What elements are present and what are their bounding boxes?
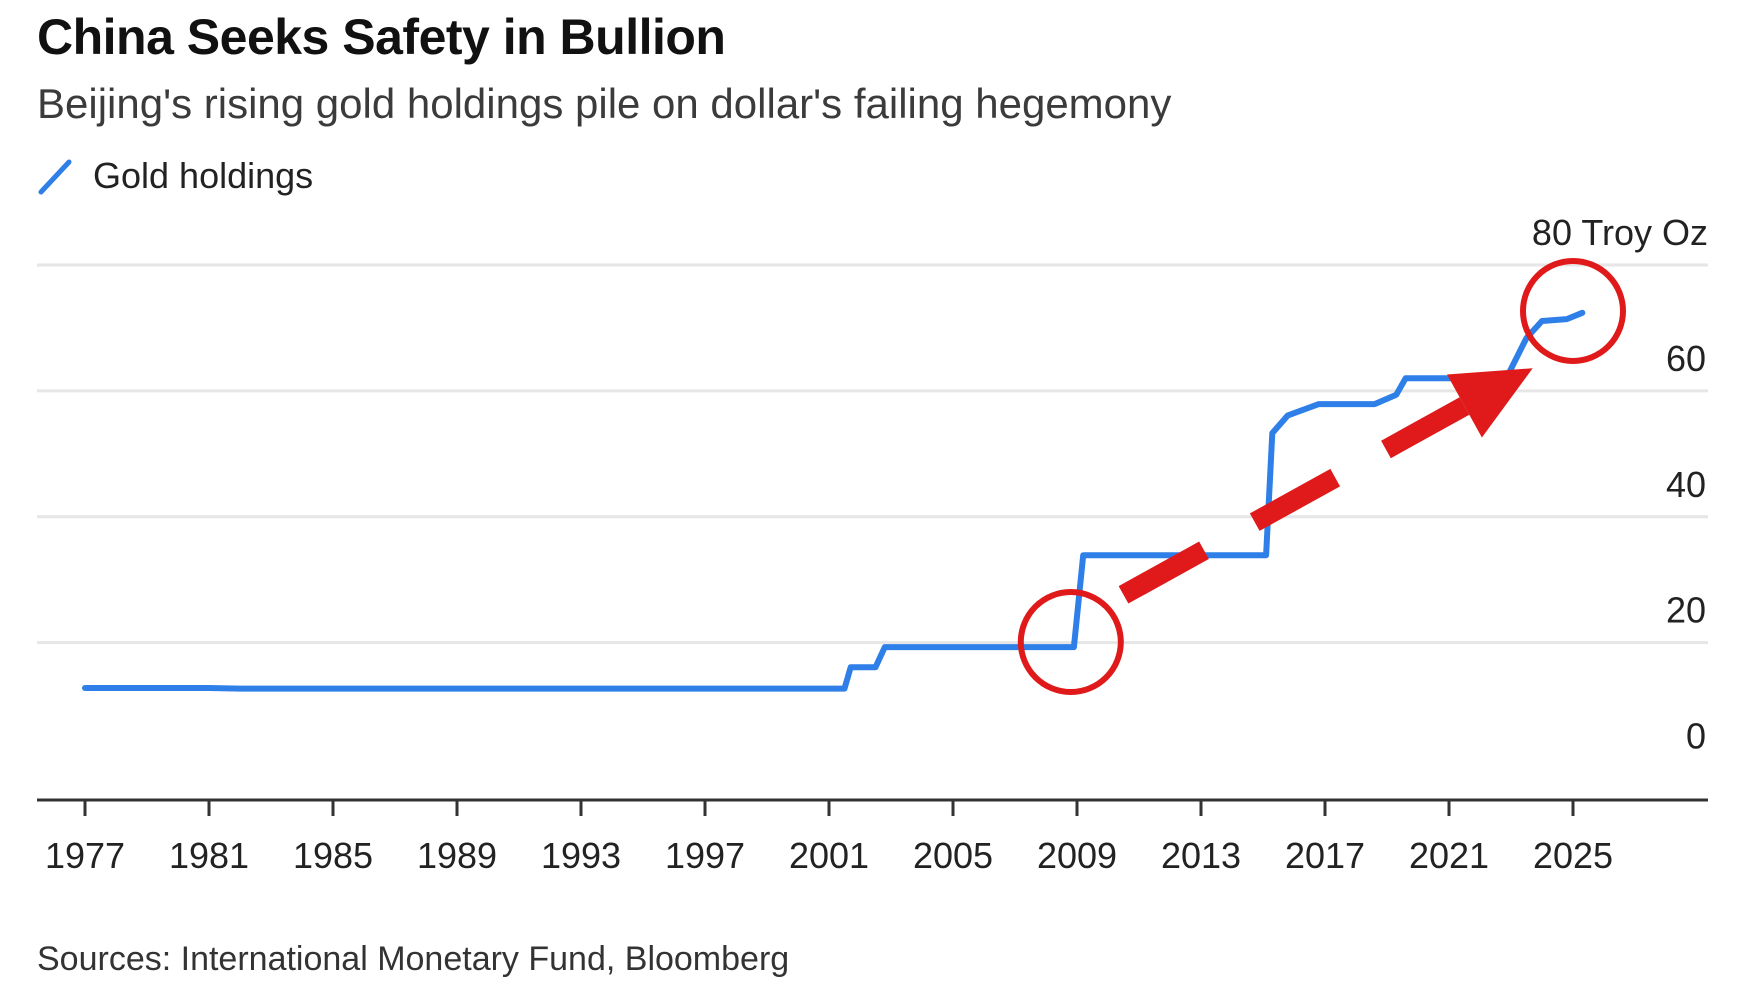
y-tick-label-80: 80 Troy Oz (1532, 212, 1708, 253)
x-tick-label-1989: 1989 (417, 835, 497, 876)
chart-legend: Gold holdings (37, 155, 313, 197)
series-line-gold-holdings (82, 309, 1586, 692)
x-tick-label-2025: 2025 (1533, 835, 1613, 876)
x-tick-label-2001: 2001 (789, 835, 869, 876)
x-tick-label-2017: 2017 (1285, 835, 1365, 876)
y-tick-value-80: 80 (1532, 212, 1581, 253)
annotation-arrow-shaft (1118, 397, 1470, 604)
x-tick-label-1985: 1985 (293, 835, 373, 876)
y-tick-label-0: 0 (1686, 716, 1706, 757)
annotation-layer (1017, 257, 1626, 696)
annotation-circle-2 (1520, 257, 1626, 364)
legend-line-icon (38, 159, 72, 195)
series-layer (82, 309, 1586, 692)
chart-title: China Seeks Safety in Bullion (37, 9, 726, 65)
legend-label: Gold holdings (93, 155, 314, 196)
annotation-arrow-head (1447, 368, 1533, 438)
x-tick-label-1981: 1981 (169, 835, 249, 876)
grid-lines (37, 263, 1708, 645)
annotation-circle-1 (1017, 589, 1124, 696)
x-tick-label-1997: 1997 (665, 835, 745, 876)
x-tick-label-2009: 2009 (1037, 835, 1117, 876)
y-tick-label-20: 20 (1666, 590, 1706, 631)
x-tick-label-2005: 2005 (913, 835, 993, 876)
x-tick-label-1977: 1977 (45, 835, 125, 876)
y-axis-ticks: 0 20 40 60 80 Troy Oz (1532, 212, 1708, 757)
x-tick-label-2021: 2021 (1409, 835, 1489, 876)
source-note: Sources: International Monetary Fund, Bl… (37, 940, 790, 978)
x-tick-label-2013: 2013 (1161, 835, 1241, 876)
y-unit-label: Troy Oz (1581, 212, 1708, 253)
y-tick-label-60: 60 (1666, 338, 1706, 379)
x-axis: 1977 1981 1985 1989 1993 1997 2001 2005 2009 2013… (37, 798, 1708, 876)
x-tick-label-1993: 1993 (541, 835, 621, 876)
y-tick-label-40: 40 (1666, 464, 1706, 505)
chart-subtitle: Beijing's rising gold holdings pile on d… (37, 80, 1172, 127)
